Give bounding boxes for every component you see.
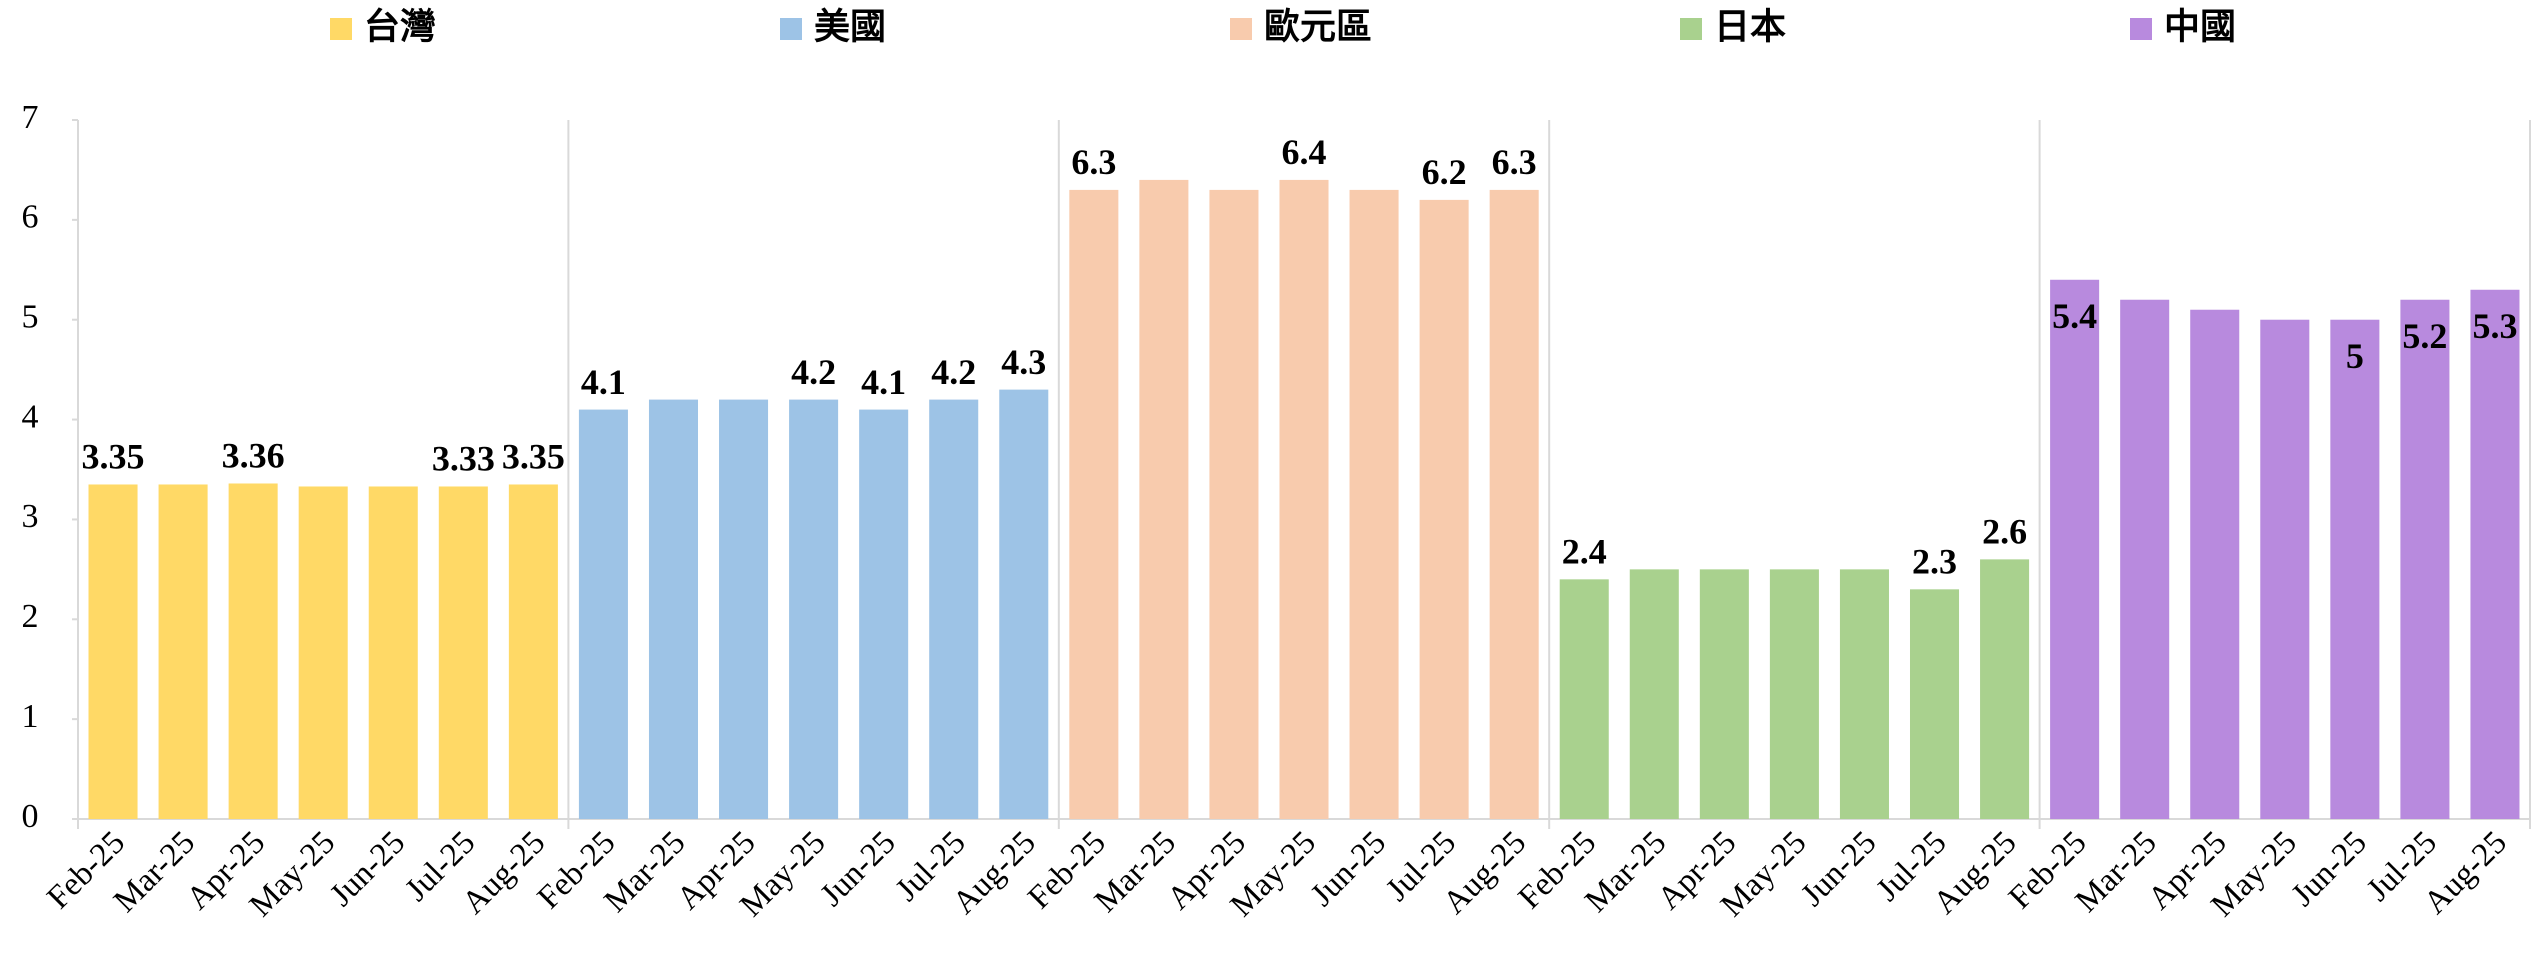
- x-tick-label: Mar-25: [598, 825, 693, 920]
- bar: [2260, 319, 2310, 819]
- bar: [929, 399, 979, 819]
- legend-label: 歐元區: [1264, 6, 1372, 46]
- data-label: 6.4: [1282, 132, 1327, 172]
- y-tick-label: 6: [22, 199, 39, 236]
- legend-swatch: [1680, 18, 1702, 40]
- bar: [1069, 189, 1119, 819]
- legend-swatch: [2130, 18, 2152, 40]
- bar: [1769, 569, 1819, 819]
- y-tick-label: 2: [22, 598, 39, 635]
- data-label: 6.3: [1492, 142, 1537, 182]
- x-tick-label: Jun-25: [814, 825, 903, 914]
- y-tick-label: 3: [22, 498, 39, 535]
- data-label: 5.2: [2402, 316, 2447, 356]
- y-tick-label: 0: [22, 798, 39, 835]
- bar: [719, 399, 769, 819]
- bar: [859, 409, 909, 819]
- x-tick-label: Mar-25: [2069, 825, 2164, 920]
- data-label: 4.1: [861, 362, 906, 402]
- y-tick-label: 7: [22, 99, 39, 136]
- bar: [1349, 189, 1399, 819]
- legend-swatch: [780, 18, 802, 40]
- bar: [1909, 589, 1960, 819]
- x-tick-label: Jun-25: [1304, 825, 1393, 914]
- bar: [508, 484, 558, 819]
- bar: [2050, 279, 2100, 819]
- bar: [368, 486, 418, 819]
- bar: [158, 484, 208, 819]
- data-label: 5.4: [2052, 296, 2097, 336]
- y-tick-label: 4: [22, 398, 39, 435]
- y-tick-label: 1: [22, 698, 39, 735]
- x-tick-label: Mar-25: [1578, 825, 1673, 920]
- bar: [1699, 569, 1749, 819]
- legend-swatch: [1230, 18, 1252, 40]
- bar: [1489, 189, 1539, 819]
- data-label: 3.33: [432, 439, 495, 479]
- legend-label: 美國: [814, 6, 886, 46]
- data-label: 5: [2346, 336, 2364, 376]
- bar: [1209, 189, 1259, 819]
- data-label: 3.35: [82, 437, 145, 477]
- bar: [1980, 559, 2030, 819]
- bar: [648, 399, 699, 819]
- data-label: 4.3: [1001, 342, 1046, 382]
- data-label: 2.3: [1912, 542, 1957, 582]
- x-tick-label: Jun-25: [2285, 825, 2374, 914]
- legend-swatch: [330, 18, 352, 40]
- x-tick-label: Jun-25: [1794, 825, 1883, 914]
- bar: [438, 486, 488, 819]
- bar: [2400, 299, 2450, 819]
- bar: [2330, 319, 2380, 819]
- data-label: 6.3: [1071, 142, 1116, 182]
- data-label: 2.6: [1982, 512, 2027, 552]
- bar: [1629, 569, 1679, 819]
- bar: [298, 486, 348, 819]
- bar: [1839, 569, 1889, 819]
- y-tick-label: 5: [22, 299, 39, 336]
- data-label: 3.36: [222, 436, 285, 476]
- legend-label: 中國: [2164, 6, 2236, 46]
- data-label: 3.35: [502, 437, 565, 477]
- data-label: 6.2: [1422, 152, 1467, 192]
- bar: [999, 389, 1049, 819]
- bar: [1419, 199, 1469, 819]
- bar: [88, 484, 138, 819]
- bar: [578, 409, 628, 819]
- data-label: 4.2: [931, 352, 976, 392]
- bar: [1279, 179, 1329, 819]
- bar: [2120, 299, 2170, 819]
- data-label: 5.3: [2472, 306, 2517, 346]
- data-label: 4.2: [791, 352, 836, 392]
- bar: [1559, 579, 1609, 819]
- bar: [2470, 289, 2520, 819]
- bar: [2190, 309, 2240, 819]
- legend-label: 台灣: [364, 6, 436, 46]
- data-label: 2.4: [1562, 532, 1607, 572]
- x-tick-label: Mar-25: [107, 825, 202, 920]
- x-tick-label: Jun-25: [323, 825, 412, 914]
- bar: [1139, 179, 1189, 819]
- bar: [789, 399, 839, 819]
- x-tick-label: Mar-25: [1088, 825, 1183, 920]
- bar: [228, 483, 278, 819]
- legend-label: 日本: [1714, 6, 1786, 46]
- data-label: 4.1: [581, 362, 626, 402]
